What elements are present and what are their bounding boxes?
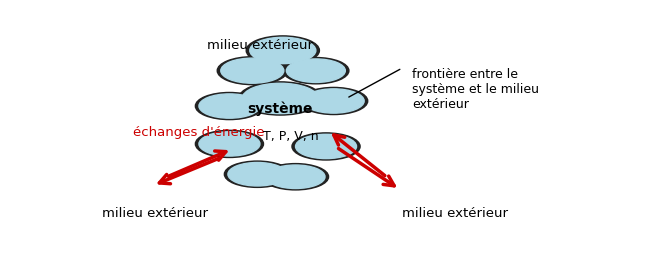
Circle shape [303,89,364,113]
Text: milieu extérieur: milieu extérieur [207,39,313,52]
Circle shape [300,87,368,115]
Circle shape [195,93,264,120]
Circle shape [250,37,316,64]
Circle shape [199,94,260,118]
Circle shape [283,58,349,84]
Text: système: système [247,101,313,116]
Circle shape [242,83,318,114]
Circle shape [199,132,260,156]
Circle shape [262,164,329,190]
Circle shape [224,161,291,188]
Text: milieu extérieur: milieu extérieur [102,207,209,220]
Text: T, P, V, n: T, P, V, n [262,130,318,143]
Circle shape [195,130,264,158]
Circle shape [221,58,284,83]
Circle shape [217,57,287,85]
Circle shape [246,36,319,65]
Circle shape [295,134,357,159]
Circle shape [228,163,287,186]
Circle shape [292,133,360,160]
Text: milieu extérieur: milieu extérieur [402,207,508,220]
Circle shape [239,82,322,115]
Text: échanges d'énergie: échanges d'énergie [133,126,264,139]
Text: frontière entre le
système et le milieu
extérieur: frontière entre le système et le milieu … [413,68,539,111]
Circle shape [266,165,325,189]
Circle shape [287,59,345,82]
